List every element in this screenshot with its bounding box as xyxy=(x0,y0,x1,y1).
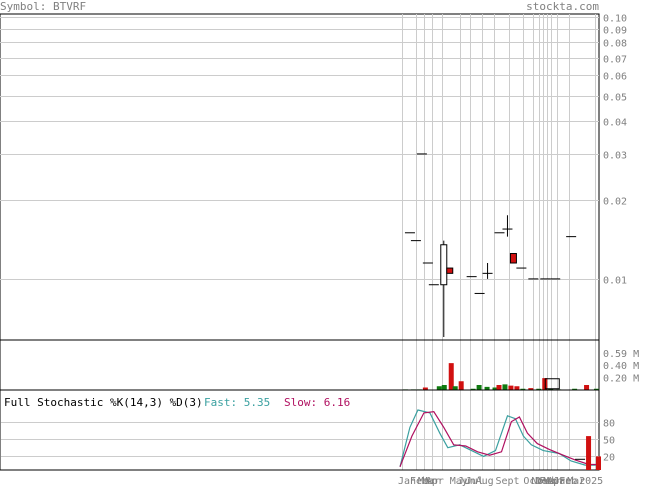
stochastic-bar xyxy=(596,456,601,470)
x-tick-label: Mar xyxy=(418,476,436,486)
volume-bar xyxy=(514,386,520,390)
volume-bar xyxy=(528,388,534,390)
volume-bar xyxy=(436,386,442,390)
x-tick-label: Feb xyxy=(410,476,428,486)
site-link[interactable]: stockta.com xyxy=(526,0,599,13)
symbol-label: Symbol: BTVRF xyxy=(0,0,87,13)
x-tick-label: Sept xyxy=(496,476,520,486)
price-tick-label: 0.10 xyxy=(603,14,627,25)
stochastic-bar xyxy=(586,436,592,470)
price-tick-label: 0.07 xyxy=(603,55,627,66)
volume-tick-label: 0.40 M xyxy=(603,361,639,372)
price-tick-label: 0.08 xyxy=(603,39,627,50)
volume-bar xyxy=(520,388,526,390)
price-tick-label: 0.09 xyxy=(603,26,627,37)
volume-bar xyxy=(502,384,508,390)
volume-bar xyxy=(492,387,498,390)
price-tick-label: 0.05 xyxy=(603,93,627,104)
x-tick-label: Mar xyxy=(543,476,561,486)
x-tick-label: Jan xyxy=(553,476,571,486)
x-tick-label: Feb xyxy=(559,476,577,486)
stochastic-frame xyxy=(0,389,600,471)
x-tick-label: Oct xyxy=(523,476,541,486)
price-tick-label: 0.06 xyxy=(603,72,627,83)
candle-body xyxy=(440,244,448,286)
volume-bar xyxy=(452,386,458,390)
volume-bar xyxy=(458,381,464,390)
volume-bar xyxy=(508,385,514,390)
volume-bar xyxy=(548,388,554,390)
volume-bar xyxy=(441,385,447,390)
x-tick-label: May xyxy=(450,476,468,486)
x-tick-label: Mar xyxy=(422,476,440,486)
price-tick-label: 0.04 xyxy=(603,118,627,129)
candle-body xyxy=(446,267,454,274)
price-tick-label: 0.01 xyxy=(603,276,627,287)
x-tick-label: Apr xyxy=(426,476,444,486)
x-tick-label: Dec xyxy=(535,476,553,486)
price-tick-label: 0.02 xyxy=(603,197,627,208)
x-tick-label: Aug xyxy=(476,476,494,486)
candle-body xyxy=(509,253,517,264)
stochastic-tick-label: 80 xyxy=(603,419,615,430)
volume-bar xyxy=(476,385,482,390)
volume-bar xyxy=(448,363,454,390)
volume-bar xyxy=(422,387,428,390)
x-tick-label: 2025 xyxy=(579,476,603,486)
stochastic-title: Full Stochastic %K(14,3) %D(3) xyxy=(4,396,203,409)
price-tick-label: 0.03 xyxy=(603,151,627,162)
stochastic-tick-label: 50 xyxy=(603,436,615,447)
stochastic-slow-line xyxy=(399,411,599,468)
stochastic-panel: Full Stochastic %K(14,3) %D(3) Fast: 5.3… xyxy=(0,389,615,471)
volume-marker xyxy=(544,378,560,390)
volume-bar xyxy=(484,386,490,390)
x-tick-label: Jan xyxy=(398,476,416,486)
volume-tick-label: 0.59 M xyxy=(603,349,639,360)
volume-bar xyxy=(572,388,578,390)
stochastic-fast-label: Fast: 5.35 xyxy=(204,396,270,409)
x-tick-label: Jun xyxy=(458,476,476,486)
x-tick-label: Nov xyxy=(531,476,549,486)
stochastic-slow-label: Slow: 6.16 xyxy=(284,396,350,409)
volume-bar xyxy=(536,388,542,390)
volume-bar xyxy=(470,388,476,390)
price-panel: 0.100.09 0.08 0.07 0.06 0.05 0.04 0.03 0.02 0.01 xyxy=(0,13,627,470)
volume-bar xyxy=(594,388,600,390)
volume-bar xyxy=(584,385,590,390)
x-tick-label: Feb xyxy=(539,476,557,486)
volume-tick-label: 0.20 M xyxy=(603,374,639,385)
x-tick-label: Mar xyxy=(567,476,585,486)
x-tick-label: Apr xyxy=(547,476,565,486)
x-tick-label: Jul xyxy=(466,476,484,486)
volume-bar xyxy=(496,385,502,390)
stochastic-tick-label: 20 xyxy=(603,453,615,464)
